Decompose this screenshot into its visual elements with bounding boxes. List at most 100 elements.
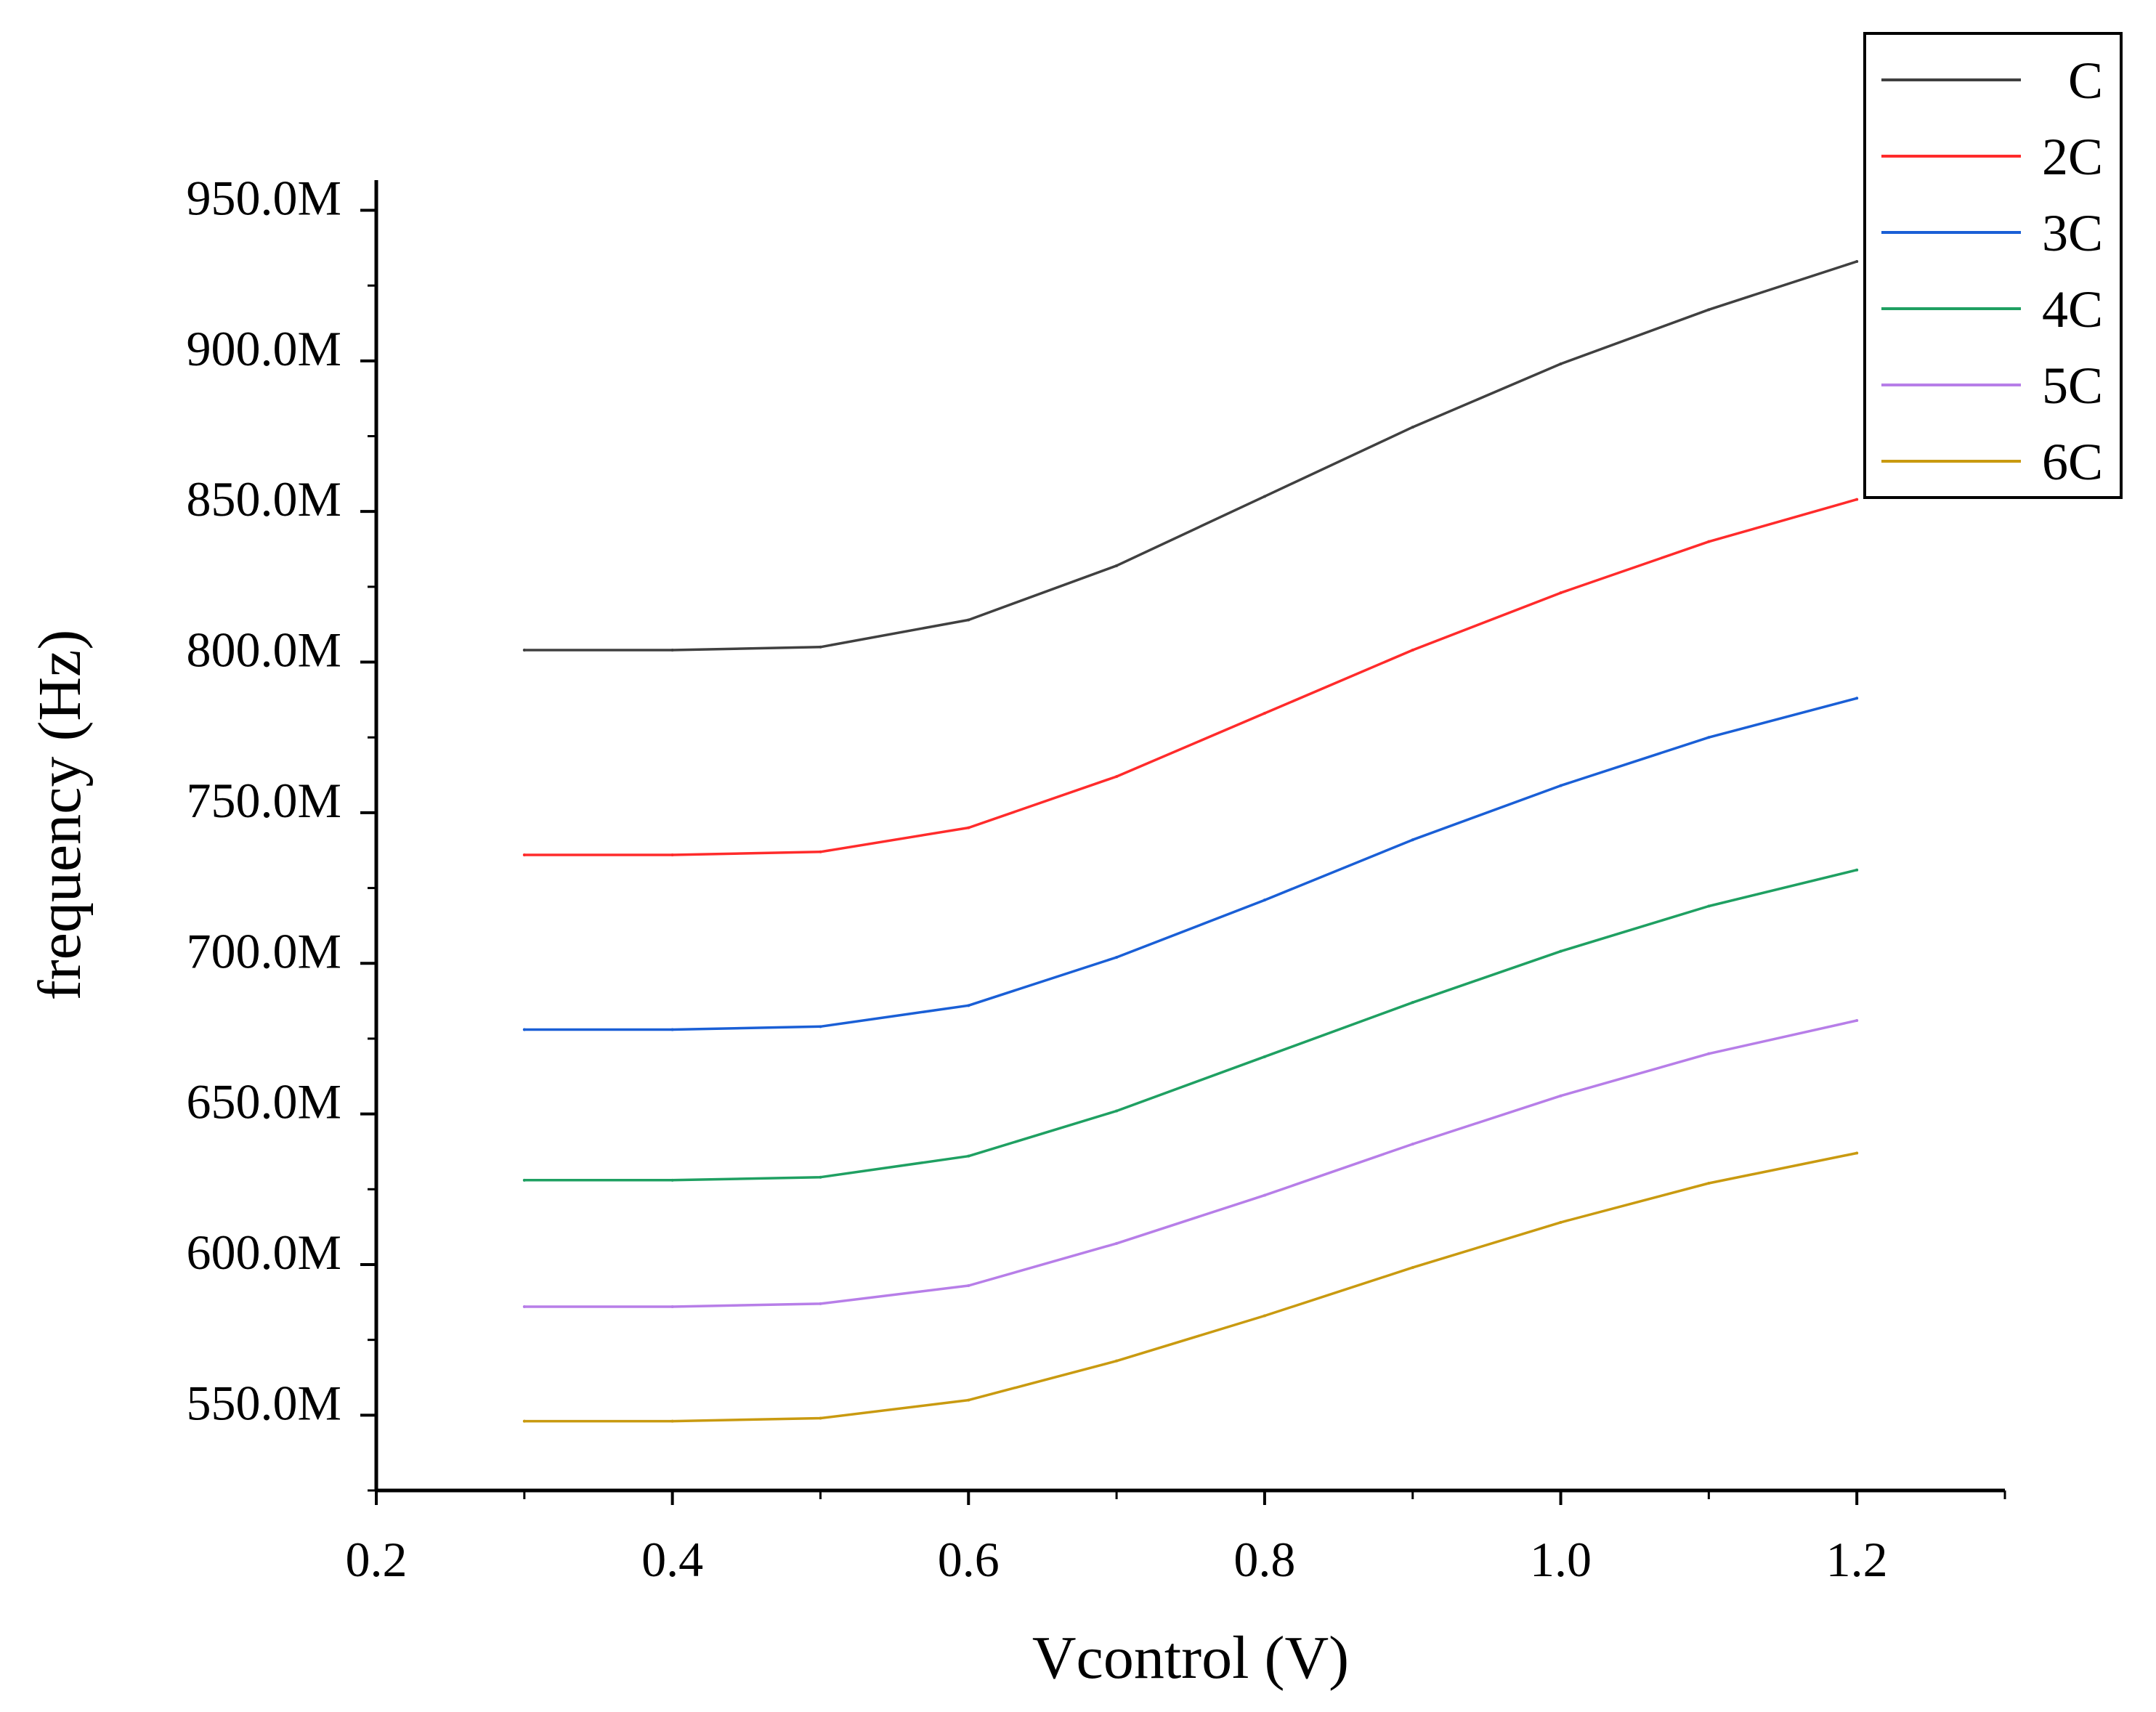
data-point-3C	[1855, 697, 1859, 700]
data-point-C	[819, 645, 822, 649]
data-point-5C	[1855, 1019, 1859, 1023]
legend-label-5C: 5C	[2042, 357, 2103, 415]
data-point-5C	[522, 1305, 526, 1309]
y-axis-title: frequency (Hz)	[26, 630, 94, 1001]
data-point-2C	[819, 850, 822, 853]
series-line-3C	[524, 697, 1857, 1031]
y-tick-label: 750.0M	[187, 773, 341, 828]
data-point-2C	[670, 853, 674, 856]
data-point-2C	[1263, 712, 1266, 715]
data-point-5C	[1707, 1052, 1711, 1055]
series-6C	[522, 1151, 1859, 1423]
data-point-4C	[1559, 949, 1563, 953]
series-3C	[522, 697, 1859, 1031]
data-point-4C	[1411, 1001, 1414, 1005]
y-tick-label: 650.0M	[187, 1074, 341, 1129]
y-tick-label: 950.0M	[187, 170, 341, 225]
data-point-C	[1559, 362, 1563, 365]
data-point-4C	[967, 1154, 970, 1158]
y-tick-label: 800.0M	[187, 622, 341, 678]
data-point-2C	[1559, 591, 1563, 595]
data-point-6C	[670, 1419, 674, 1423]
series-layer	[522, 259, 1859, 1423]
data-point-6C	[1263, 1314, 1266, 1318]
legend-label-6C: 6C	[2042, 433, 2103, 491]
data-point-4C	[1707, 904, 1711, 908]
data-point-3C	[1115, 955, 1119, 959]
legend-label-2C: 2C	[2042, 128, 2103, 186]
data-point-4C	[1855, 868, 1859, 872]
data-point-3C	[1707, 736, 1711, 739]
data-point-5C	[1411, 1143, 1414, 1146]
data-point-C	[967, 618, 970, 622]
axes-layer	[374, 180, 2005, 1493]
data-point-5C	[1559, 1094, 1563, 1098]
series-line-2C	[524, 498, 1857, 856]
data-point-C	[1707, 308, 1711, 312]
data-point-5C	[819, 1302, 822, 1305]
y-tick-label: 600.0M	[187, 1225, 341, 1280]
data-point-6C	[522, 1419, 526, 1423]
data-point-6C	[1411, 1266, 1414, 1270]
data-point-C	[1855, 259, 1859, 263]
x-tick-label: 0.8	[1233, 1532, 1295, 1587]
data-point-4C	[1263, 1055, 1266, 1058]
ticks-layer: 0.2 0.4 0.6 0.8 1.0 1.2 550.0M 600.0M 650.0M 700.…	[187, 170, 2006, 1587]
data-point-3C	[967, 1004, 970, 1007]
data-point-4C	[522, 1178, 526, 1182]
data-point-2C	[1115, 775, 1119, 779]
data-point-3C	[1559, 784, 1563, 787]
legend: C 2C 3C 4C 5C 6C	[1863, 32, 2123, 499]
data-point-6C	[1115, 1359, 1119, 1363]
legend-label-C: C	[2068, 52, 2103, 110]
legend-label-3C: 3C	[2042, 204, 2103, 262]
legend-label-4C: 4C	[2042, 280, 2103, 338]
data-point-C	[1263, 495, 1266, 498]
series-5C	[522, 1019, 1859, 1309]
x-tick-label: 1.0	[1530, 1532, 1592, 1587]
data-point-6C	[967, 1398, 970, 1402]
data-point-6C	[1559, 1220, 1563, 1224]
y-tick-label: 850.0M	[187, 471, 341, 527]
data-point-6C	[1855, 1151, 1859, 1155]
data-point-2C	[967, 826, 970, 829]
data-point-4C	[819, 1175, 822, 1179]
data-point-3C	[1411, 838, 1414, 842]
data-point-4C	[1115, 1109, 1119, 1113]
data-point-5C	[1263, 1193, 1266, 1197]
data-point-6C	[1707, 1181, 1711, 1185]
data-point-3C	[819, 1025, 822, 1029]
data-point-3C	[670, 1028, 674, 1031]
legend-frame	[1863, 32, 2123, 499]
data-point-C	[1411, 426, 1414, 429]
x-tick-label: 1.2	[1826, 1532, 1888, 1587]
data-point-2C	[1855, 498, 1859, 501]
data-point-C	[670, 648, 674, 652]
data-point-C	[1115, 564, 1119, 567]
y-tick-label: 900.0M	[187, 321, 341, 376]
data-point-6C	[819, 1416, 822, 1420]
data-point-5C	[967, 1283, 970, 1287]
data-point-3C	[522, 1028, 526, 1031]
data-point-2C	[1707, 540, 1711, 543]
data-point-5C	[1115, 1241, 1119, 1245]
series-line-4C	[524, 868, 1857, 1182]
y-tick-label: 550.0M	[187, 1375, 341, 1430]
data-point-2C	[522, 853, 526, 856]
series-line-5C	[524, 1019, 1857, 1308]
series-line-C	[524, 260, 1857, 652]
series-2C	[522, 498, 1859, 856]
series-C	[522, 259, 1859, 652]
x-axis-title: Vcontrol (V)	[1032, 1624, 1349, 1692]
x-tick-label: 0.2	[346, 1532, 408, 1587]
series-4C	[522, 868, 1859, 1182]
y-tick-label: 700.0M	[187, 923, 341, 978]
data-point-C	[522, 648, 526, 652]
series-line-6C	[524, 1151, 1857, 1423]
x-tick-label: 0.6	[938, 1532, 1000, 1587]
data-point-5C	[670, 1305, 674, 1309]
data-point-4C	[670, 1178, 674, 1182]
x-tick-label: 0.4	[641, 1532, 703, 1587]
data-point-3C	[1263, 898, 1266, 902]
